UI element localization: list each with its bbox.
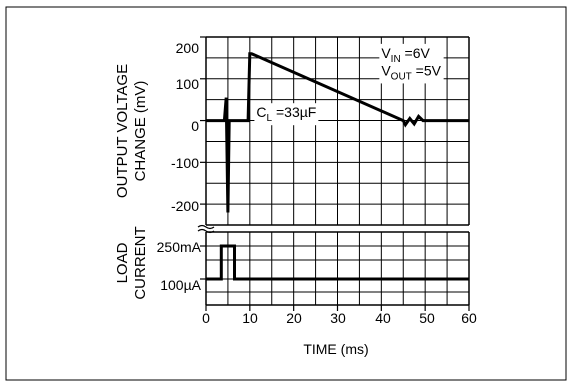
cl-annotation-rest: =33µF: [272, 104, 316, 120]
cl-annotation: CL =33µF: [256, 104, 316, 124]
x-axis-label: TIME (ms): [303, 341, 368, 357]
current-trace: [206, 244, 469, 281]
vin-annotation-sub: IN: [391, 54, 401, 65]
vout-annotation-rest: =5V: [412, 62, 442, 78]
cl-annotation-base: C: [256, 104, 266, 120]
voltage-tick-label: -200: [171, 198, 199, 214]
x-tick-label: 40: [375, 310, 391, 326]
vout-annotation: VOUT =5V: [381, 62, 441, 82]
voltage-tick-label: 100: [176, 76, 200, 92]
voltage-axis-label-line1: OUTPUT VOLTAGE: [114, 64, 131, 198]
current-tick-label-high: 250mA: [157, 239, 202, 255]
x-tick-label: 60: [461, 310, 477, 326]
voltage-trace: [206, 52, 469, 213]
vin-annotation-rest: =6V: [401, 45, 431, 61]
vout-annotation-base: V: [381, 62, 391, 78]
current-tick-label-low: 100µA: [160, 277, 201, 293]
cl-annotation-background: [254, 103, 319, 126]
current-grid: [200, 231, 470, 311]
x-tick-label: 30: [330, 310, 346, 326]
voltage-tick-label: -100: [171, 155, 199, 171]
vin-annotation-base: V: [381, 45, 391, 61]
cl-annotation-sub: L: [267, 113, 273, 124]
x-tick-label: 50: [419, 310, 435, 326]
current-axis-label-line2: CURRENT: [132, 226, 149, 299]
x-tick-label: 0: [202, 310, 210, 326]
x-tick-label: 20: [286, 310, 302, 326]
voltage-tick-label: 200: [176, 40, 200, 56]
current-axis-label-line1: LOAD: [114, 242, 131, 283]
x-tick-label: 10: [242, 310, 258, 326]
vout-annotation-sub: OUT: [391, 71, 412, 82]
vin-vout-annotation-background: [379, 43, 444, 84]
axis-break-icon: [197, 224, 215, 234]
voltage-tick-label: 0: [191, 118, 199, 134]
voltage-axis-label-line2: CHANGE (mV): [132, 81, 149, 182]
vin-annotation: VIN =6V: [381, 45, 430, 65]
